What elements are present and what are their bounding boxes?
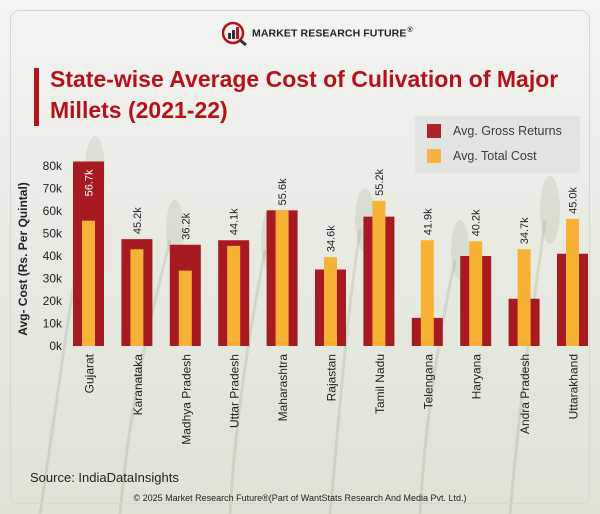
brand-name: MARKET RESEARCH FUTURE® (252, 26, 413, 40)
title-accent-bar (34, 68, 39, 126)
data-label: 45.2k (132, 207, 144, 234)
bar-total-cost (372, 200, 386, 346)
x-tick-label: Andra Pradesh (518, 354, 532, 434)
y-tick-label: 50k (43, 227, 63, 241)
bar-total-cost (517, 249, 531, 346)
source-note: Source: IndiaDataInsights (30, 470, 179, 485)
data-label: 55.6k (277, 178, 289, 205)
brand-logo-icon (222, 21, 247, 46)
data-label: 56.7k (84, 169, 96, 196)
x-tick-label: Karanataka (131, 354, 145, 416)
data-label: 40.2k (471, 209, 483, 236)
bar-total-cost (227, 245, 241, 346)
bar-total-cost (420, 240, 434, 346)
x-tick-label: Gujarat (83, 353, 97, 393)
bar-total-cost (178, 270, 192, 346)
chart-title: State-wise Average Cost of Culivation of… (50, 66, 559, 123)
chart-legend: Avg. Gross Returns Avg. Total Cost (415, 116, 580, 173)
legend-item-gross-returns: Avg. Gross Returns (427, 124, 562, 138)
bar-total-cost (566, 218, 579, 346)
x-tick-label: Uttarakhand (567, 354, 581, 419)
x-tick-label: Tamil Nadu (373, 354, 387, 414)
data-label: 34.7k (519, 217, 531, 244)
y-axis-label: Avg- Cost (Rs. Per Quintal) (16, 182, 30, 336)
y-tick-label: 30k (43, 272, 63, 286)
x-tick-label: Maharashtra (276, 354, 290, 422)
y-tick-label: 40k (43, 249, 63, 263)
data-label: 55.2k (374, 168, 386, 195)
x-tick-label: Uttar Pradesh (228, 354, 242, 428)
data-label: 41.9k (422, 208, 434, 235)
data-label: 34.6k (326, 225, 338, 252)
brand-logo: MARKET RESEARCH FUTURE® (222, 18, 413, 48)
y-tick-label: 20k (43, 294, 63, 308)
y-tick-label: 70k (43, 182, 63, 196)
y-tick-label: 80k (43, 159, 63, 173)
data-label: 36.2k (180, 212, 192, 239)
x-tick-label: Madhya Pradesh (179, 354, 193, 445)
data-label: 45.0k (568, 186, 580, 213)
legend-swatch-gross-returns (427, 124, 441, 138)
legend-label-total-cost: Avg. Total Cost (453, 149, 537, 163)
data-label: 44.1k (229, 208, 241, 235)
x-tick-label: Haryana (470, 354, 484, 400)
legend-item-total-cost: Avg. Total Cost (427, 149, 537, 163)
x-tick-label: Rajastan (325, 354, 339, 401)
legend-label-gross-returns: Avg. Gross Returns (453, 124, 562, 138)
y-tick-label: 10k (43, 317, 63, 331)
bar-total-cost (275, 210, 289, 346)
bar-total-cost (324, 257, 337, 346)
y-tick-label: 60k (43, 204, 63, 218)
x-tick-label: Telengana (421, 354, 435, 410)
bar-total-cost (469, 241, 483, 346)
card-frame (10, 10, 590, 504)
bar-total-cost (82, 220, 95, 346)
y-tick-label: 0k (49, 339, 63, 353)
legend-swatch-total-cost (427, 149, 441, 163)
bar-total-cost (130, 249, 144, 346)
copyright-note: © 2025 Market Research Future®(Part of W… (133, 493, 467, 503)
